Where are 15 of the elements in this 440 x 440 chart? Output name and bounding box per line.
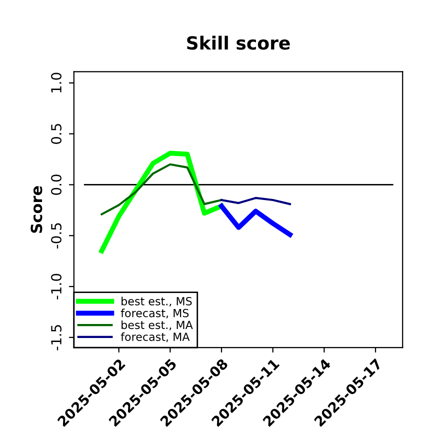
legend-label: best est., MS — [122, 296, 192, 307]
y-tick-label: -1.0 — [51, 274, 62, 300]
y-tick-label: -1.5 — [51, 325, 62, 350]
legend-label: best est., MA — [122, 320, 193, 330]
line-series — [100, 163, 223, 216]
legend-label: forecast, MS — [120, 308, 189, 318]
y-tick-label: -0.5 — [51, 223, 62, 248]
chart-title: Skill score — [187, 36, 290, 50]
y-tick-label: 0.5 — [51, 124, 62, 144]
line-series — [220, 196, 291, 206]
y-tick-label: 0.0 — [51, 174, 62, 195]
legend-label: forecast, MA — [120, 332, 190, 342]
y-axis-title: Score — [30, 186, 42, 233]
line-series — [219, 204, 292, 238]
y-tick-label: 1.0 — [51, 72, 62, 92]
